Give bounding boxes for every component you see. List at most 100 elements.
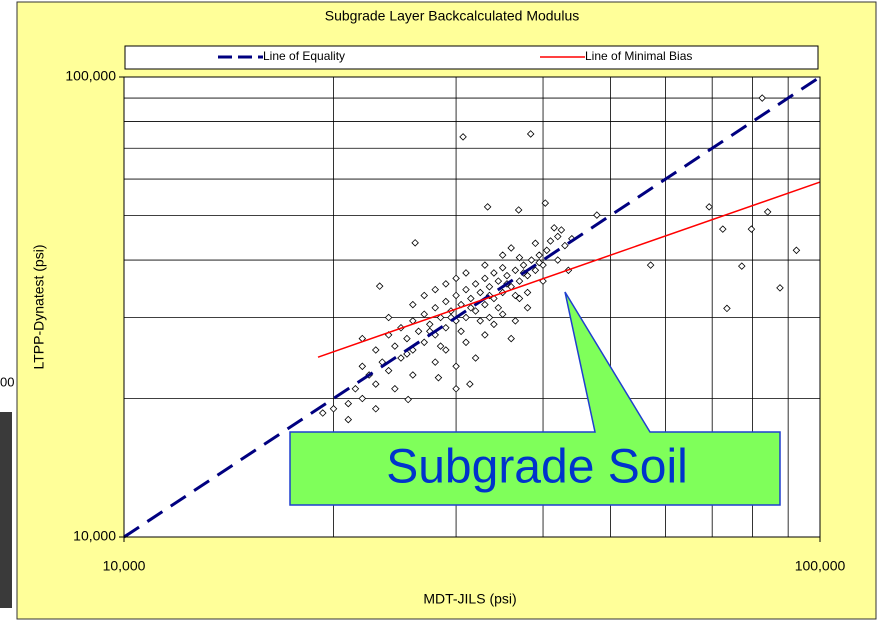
photo-fragment — [0, 412, 12, 608]
data-point — [471, 280, 480, 288]
data-point — [462, 285, 470, 294]
data-point — [409, 300, 417, 309]
data-point — [719, 225, 727, 233]
data-point — [467, 304, 475, 312]
data-point — [515, 277, 524, 285]
data-point — [452, 291, 460, 300]
data-point — [420, 338, 428, 347]
data-point — [358, 362, 367, 371]
data-point — [344, 415, 353, 424]
data-point — [503, 271, 511, 280]
data-point — [523, 288, 532, 297]
data-point — [531, 239, 540, 248]
data-point — [515, 253, 524, 262]
data-point — [329, 405, 338, 413]
data-point — [738, 262, 746, 270]
data-point — [431, 358, 439, 366]
data-point — [511, 266, 520, 275]
data-point — [511, 317, 520, 325]
data-point — [498, 251, 507, 259]
data-point — [476, 288, 485, 297]
y-tick-label: 10,000 — [73, 528, 116, 544]
data-point — [476, 317, 485, 325]
data-point — [344, 399, 353, 408]
data-point — [471, 354, 480, 362]
y-axis-label: LTPP-Dynatest (psi) — [31, 245, 47, 370]
legend-label: Line of Equality — [263, 49, 345, 63]
data-point — [384, 366, 393, 375]
fragment-text: 00 — [0, 374, 14, 389]
data-point — [723, 304, 731, 313]
data-point — [554, 256, 562, 264]
data-point — [531, 266, 540, 275]
data-point — [411, 239, 419, 247]
fit-line — [317, 181, 821, 358]
data-point — [776, 284, 784, 292]
data-point — [462, 313, 470, 322]
data-point — [351, 385, 360, 393]
data-point — [557, 226, 566, 234]
data-point — [420, 291, 428, 300]
data-point — [403, 334, 411, 343]
data-point — [457, 327, 465, 336]
plot-border — [123, 76, 821, 538]
data-point — [462, 269, 470, 277]
data-point — [481, 274, 489, 283]
data-point — [420, 310, 428, 318]
data-point — [543, 246, 551, 255]
data-point — [462, 338, 470, 347]
data-point — [391, 385, 399, 393]
data-point — [409, 371, 417, 379]
data-point — [561, 241, 569, 250]
data-point — [498, 310, 507, 318]
data-point — [442, 280, 450, 288]
data-point — [514, 206, 523, 214]
legend-label: Line of Minimal Bias — [585, 49, 692, 63]
data-point — [705, 203, 713, 211]
data-point — [371, 405, 380, 413]
data-point — [481, 261, 489, 269]
data-point — [490, 320, 498, 329]
data-point — [593, 211, 601, 219]
data-point — [541, 199, 550, 207]
data-point — [494, 304, 503, 312]
data-point — [550, 224, 558, 232]
data-point — [763, 208, 772, 216]
data-point — [747, 225, 756, 233]
data-point — [431, 304, 439, 312]
data-point — [404, 395, 412, 404]
data-point — [511, 291, 520, 300]
data-point — [384, 313, 393, 322]
data-point — [466, 380, 474, 388]
callout — [289, 291, 781, 506]
legend — [124, 45, 819, 70]
data-point — [371, 346, 380, 354]
data-point — [758, 94, 766, 102]
data-point — [519, 261, 528, 269]
data-point — [431, 285, 439, 294]
data-point — [792, 246, 801, 255]
data-point — [459, 133, 467, 141]
data-point — [375, 282, 384, 290]
data-point — [507, 334, 515, 343]
data-point — [481, 331, 489, 339]
data-point — [442, 297, 450, 306]
data-point — [358, 394, 367, 403]
x-tick-label: 10,000 — [103, 558, 146, 574]
data-point — [646, 261, 655, 269]
data-point — [485, 282, 494, 291]
data-point — [434, 373, 443, 382]
data-point — [391, 342, 399, 350]
data-point — [467, 294, 475, 303]
data-point — [436, 313, 445, 322]
data-point — [523, 304, 532, 312]
data-point — [442, 346, 450, 354]
data-point — [535, 251, 543, 259]
annotation: Subgrade Soil — [386, 441, 688, 494]
data-point — [485, 313, 494, 322]
data-point — [452, 362, 460, 371]
data-point — [371, 380, 380, 388]
data-point — [535, 258, 543, 267]
data-point — [442, 324, 450, 332]
data-point — [490, 269, 498, 277]
